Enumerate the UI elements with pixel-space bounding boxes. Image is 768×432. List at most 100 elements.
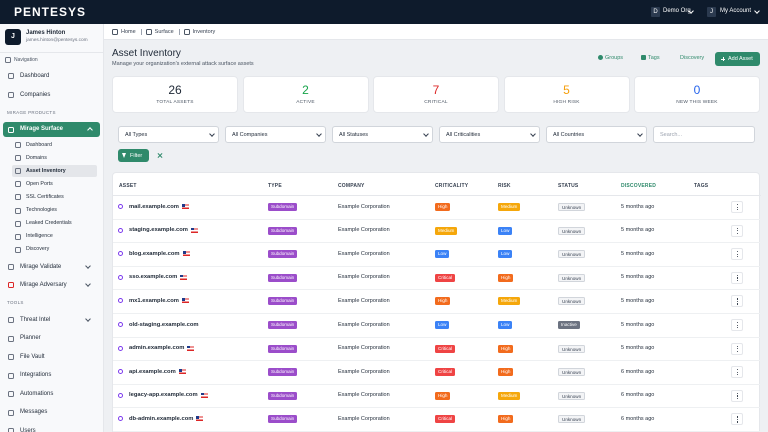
- column-header[interactable]: CRITICALITY: [435, 183, 469, 189]
- org-switcher[interactable]: Demo Org: [663, 8, 691, 14]
- menu-dot: [736, 421, 738, 423]
- logo: PENTESYS: [14, 5, 87, 19]
- menu-dot: [736, 392, 738, 395]
- menu-dot: [736, 418, 738, 421]
- nav-subitem[interactable]: Technologies: [26, 207, 57, 213]
- filter-button[interactable]: Filter: [118, 149, 149, 162]
- icon: [5, 57, 11, 63]
- nav-item[interactable]: Messages: [20, 409, 48, 415]
- search-input[interactable]: Search...: [653, 126, 755, 143]
- asset-name[interactable]: old-staging.example.com: [129, 321, 199, 328]
- criticality-badge: Low: [435, 250, 450, 259]
- action-button[interactable]: Discovery: [680, 54, 705, 61]
- nav-subitem[interactable]: Open Ports: [26, 180, 53, 187]
- nav-group[interactable]: Mirage Adversary: [20, 281, 67, 288]
- icon: [112, 29, 118, 35]
- row-menu[interactable]: [731, 248, 743, 261]
- nav-group-active[interactable]: Mirage Surface: [3, 122, 100, 137]
- asset-name[interactable]: mail.example.com: [129, 203, 179, 210]
- clear-button[interactable]: [155, 150, 165, 160]
- asset-name[interactable]: api.example.com: [129, 368, 176, 375]
- row-menu[interactable]: [731, 271, 743, 284]
- action-button[interactable]: Groups: [605, 54, 624, 61]
- icon: [641, 55, 646, 60]
- nav-item[interactable]: File Vault: [20, 353, 45, 360]
- plus-icon: [722, 57, 724, 61]
- breadcrumb-item[interactable]: Home: [121, 29, 136, 35]
- criticality-badge: High: [435, 203, 451, 211]
- nav-subitem[interactable]: SSL Certificates: [26, 193, 64, 200]
- asset-name[interactable]: sso.example.com: [129, 274, 178, 281]
- column-header[interactable]: ASSET: [119, 183, 137, 189]
- nav-group[interactable]: Mirage Validate: [20, 263, 62, 270]
- row-menu[interactable]: [731, 224, 743, 237]
- nav-subitem[interactable]: Discovery: [26, 246, 50, 253]
- filter-select[interactable]: All Countries: [546, 126, 647, 143]
- row-menu[interactable]: [731, 342, 743, 355]
- asset-name[interactable]: mx1.example.com: [129, 297, 179, 304]
- criticality-badge: Critical: [435, 344, 456, 353]
- nav-item[interactable]: Threat Intel: [20, 316, 51, 323]
- stat-label: ACTIVE: [296, 100, 315, 105]
- asset-name[interactable]: db-admin.example.com: [129, 415, 194, 422]
- filter-select[interactable]: All Criticalities: [439, 126, 540, 143]
- risk-badge: Low: [498, 250, 513, 259]
- table-row: mail.example.com Subdomain Example Corpora…: [113, 196, 761, 220]
- filter-value: All Countries: [553, 132, 585, 138]
- nav-item[interactable]: Dashboard: [20, 72, 50, 79]
- column-header[interactable]: TYPE: [268, 183, 282, 189]
- discovered-date: 5 months ago: [621, 227, 655, 234]
- row-menu[interactable]: [731, 413, 743, 426]
- filter-icon: [122, 153, 126, 158]
- stat-value: 5: [563, 83, 570, 97]
- nav-group-label: Mirage Surface: [20, 126, 64, 132]
- row-menu[interactable]: [731, 201, 743, 213]
- asset-icon: [118, 227, 123, 233]
- breadcrumb-bar: Home Surface Inventory: [104, 24, 768, 40]
- nav-subitem[interactable]: Dashboard: [26, 141, 52, 148]
- nav-item[interactable]: Automations: [20, 390, 54, 397]
- icon: [15, 168, 21, 175]
- filter-select[interactable]: All Statuses: [332, 126, 433, 143]
- nav-subitem[interactable]: Domains: [26, 154, 47, 161]
- menu-dot: [736, 350, 738, 352]
- nav-subitem[interactable]: Asset Inventory: [26, 167, 66, 174]
- nav-item[interactable]: Integrations: [20, 372, 52, 378]
- account-menu[interactable]: My Account: [720, 8, 752, 14]
- column-header[interactable]: COMPANY: [338, 183, 365, 189]
- primary-button[interactable]: Add Asset: [715, 52, 760, 66]
- asset-name[interactable]: admin.example.com: [129, 345, 185, 352]
- column-header[interactable]: TAGS: [694, 183, 709, 189]
- menu-dot: [736, 232, 738, 234]
- asset-name[interactable]: legacy-app.example.com: [129, 392, 198, 399]
- chevron: [209, 131, 215, 137]
- row-menu[interactable]: [731, 389, 743, 402]
- asset-name[interactable]: blog.example.com: [129, 250, 180, 257]
- header-divider: [113, 195, 761, 196]
- column-header[interactable]: RISK: [498, 183, 511, 189]
- column-header[interactable]: DISCOVERED: [621, 183, 657, 189]
- column-header[interactable]: STATUS: [558, 183, 579, 189]
- filter-select[interactable]: All Types: [118, 126, 219, 143]
- row-menu[interactable]: [731, 295, 743, 308]
- type-badge: Subdomain: [268, 344, 298, 353]
- flag-canton: [187, 345, 191, 349]
- flag-canton: [180, 274, 184, 278]
- risk-badge: Medium: [498, 297, 521, 306]
- nav-item[interactable]: Companies: [20, 91, 51, 98]
- action-button[interactable]: Tags: [648, 54, 660, 61]
- nav-subitem[interactable]: Intelligence: [26, 233, 53, 240]
- asset-name[interactable]: staging.example.com: [129, 227, 188, 234]
- nav-item[interactable]: Planner: [20, 335, 41, 341]
- breadcrumb-item[interactable]: Surface: [154, 29, 174, 35]
- filter-select[interactable]: All Companies: [225, 126, 326, 143]
- nav-item[interactable]: Users: [20, 427, 36, 432]
- filter-value: All Criticalities: [446, 132, 481, 138]
- table-row: api.example.com Subdomain Example Corporat…: [113, 361, 761, 385]
- nav-subitem[interactable]: Leaked Credentials: [26, 220, 72, 227]
- discovered-date: 5 months ago: [621, 274, 655, 281]
- table-row: legacy-app.example.com Subdomain Example C…: [113, 385, 761, 409]
- row-menu[interactable]: [731, 319, 743, 331]
- criticality-badge: High: [435, 391, 451, 400]
- row-menu[interactable]: [731, 366, 743, 379]
